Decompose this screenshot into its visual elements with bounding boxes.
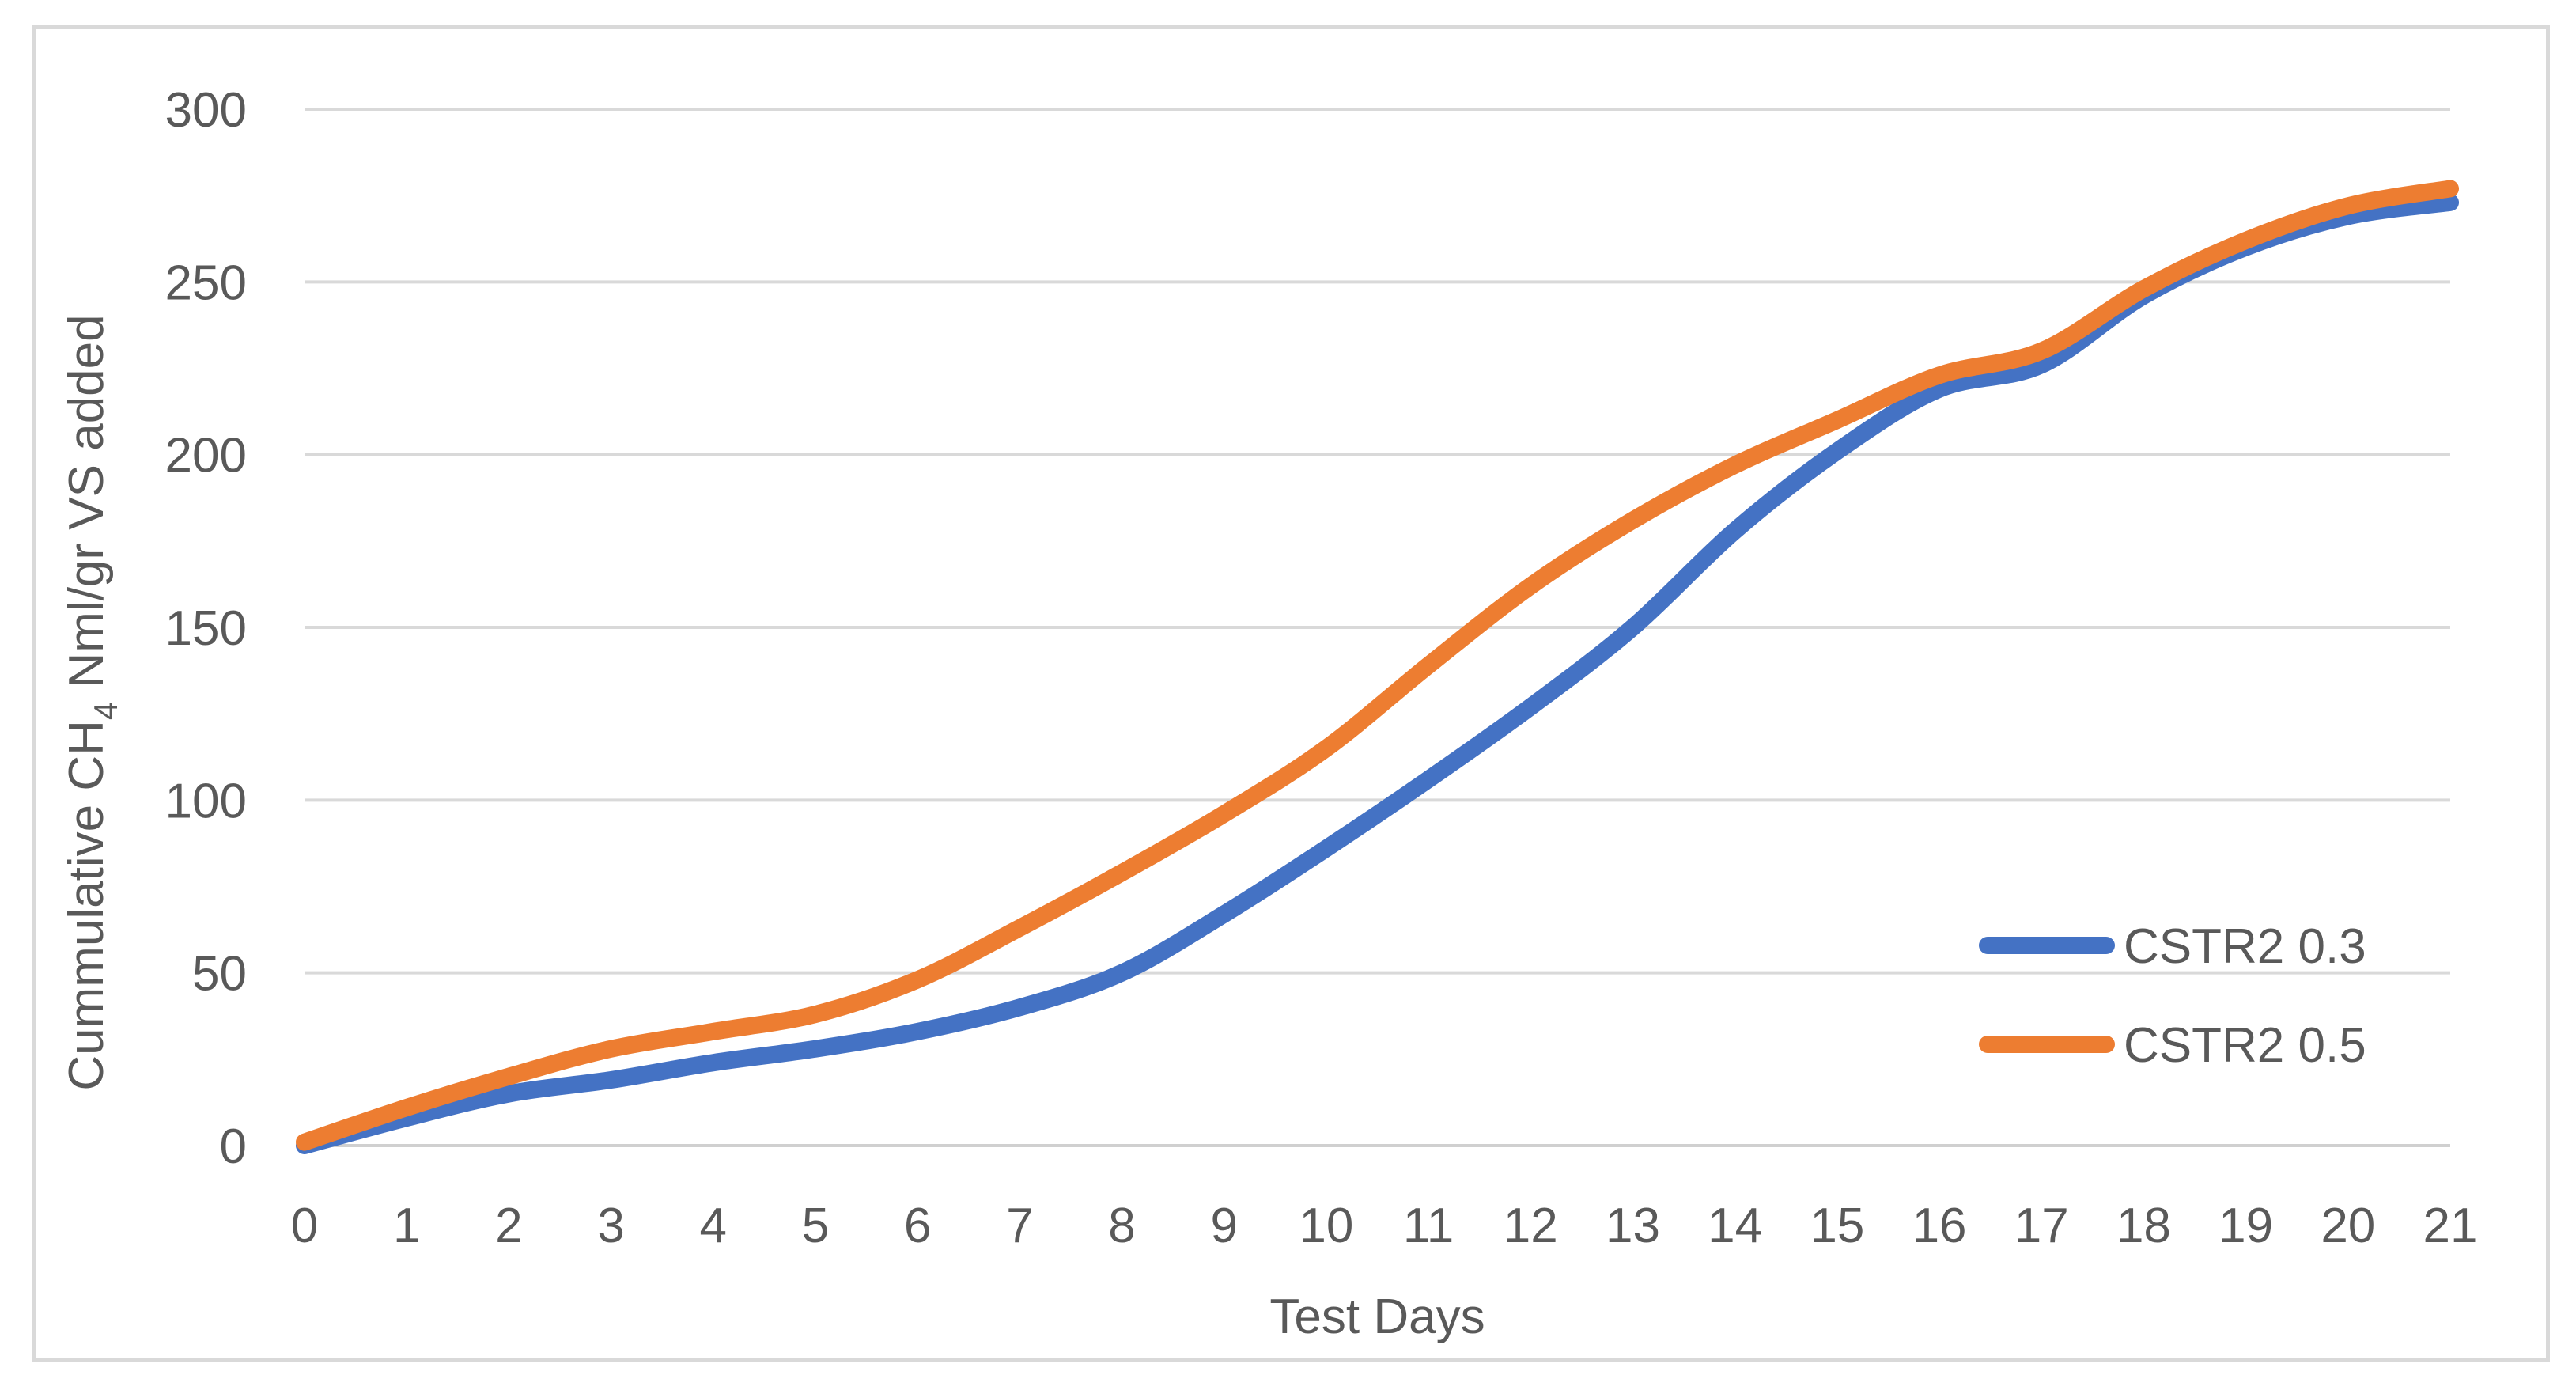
series-line-1 — [296, 193, 2459, 1154]
x-tick-label-7: 7 — [1006, 1199, 1033, 1253]
y-tick-label-50: 50 — [192, 947, 247, 1002]
chart-frame — [32, 25, 2550, 1362]
x-tick-label-8: 8 — [1108, 1199, 1135, 1253]
x-tick-label-5: 5 — [802, 1199, 829, 1253]
x-tick-label-21: 21 — [2423, 1199, 2478, 1253]
legend: CSTR2 0.3 CSTR2 0.5 — [1979, 919, 2366, 1073]
x-tick-label-12: 12 — [1504, 1199, 1558, 1253]
x-tick-label-10: 10 — [1299, 1199, 1353, 1253]
y-axis-title: Cummulative CH4 Nml/gr VS added — [59, 314, 124, 1090]
x-tick-label-19: 19 — [2219, 1199, 2273, 1253]
y-axis-title-prefix: Cummulative CH — [59, 720, 114, 1091]
y-axis-ticks: 0 50 100 150 200 250 300 — [165, 83, 247, 1174]
series-lines — [296, 180, 2459, 1154]
x-tick-label-16: 16 — [1912, 1199, 1967, 1253]
x-tick-label-17: 17 — [2014, 1199, 2069, 1253]
x-tick-label-15: 15 — [1810, 1199, 1864, 1253]
x-tick-label-3: 3 — [597, 1199, 624, 1253]
y-tick-label-150: 150 — [165, 601, 247, 656]
x-tick-label-9: 9 — [1210, 1199, 1237, 1253]
x-tick-label-6: 6 — [904, 1199, 931, 1253]
y-tick-label-0: 0 — [220, 1119, 247, 1174]
series-line-2 — [296, 180, 2459, 1151]
x-axis-ticks: 0 1 2 3 4 5 6 7 8 9 10 11 12 13 14 15 16 17 18 19 20 21 — [291, 1199, 2478, 1253]
x-axis-title: Test Days — [1269, 1290, 1485, 1344]
y-tick-label-100: 100 — [165, 774, 247, 828]
x-tick-label-0: 0 — [291, 1199, 318, 1253]
gridlines — [305, 108, 2450, 1147]
x-tick-label-20: 20 — [2321, 1199, 2375, 1253]
y-tick-label-200: 200 — [165, 429, 247, 483]
x-tick-label-14: 14 — [1708, 1199, 1762, 1253]
x-tick-label-4: 4 — [700, 1199, 727, 1253]
y-tick-label-300: 300 — [165, 83, 247, 138]
x-tick-label-11: 11 — [1403, 1199, 1454, 1253]
x-tick-label-18: 18 — [2116, 1199, 2171, 1253]
legend-label-2: CSTR2 0.5 — [2124, 1018, 2366, 1073]
x-tick-label-13: 13 — [1606, 1199, 1660, 1253]
y-axis-title-subscript: 4 — [87, 702, 124, 720]
x-tick-label-1: 1 — [393, 1199, 420, 1253]
x-tick-label-2: 2 — [495, 1199, 522, 1253]
y-axis-title-suffix: Nml/gr VS added — [59, 314, 114, 701]
legend-label-1: CSTR2 0.3 — [2124, 919, 2366, 974]
y-tick-label-250: 250 — [165, 256, 247, 310]
